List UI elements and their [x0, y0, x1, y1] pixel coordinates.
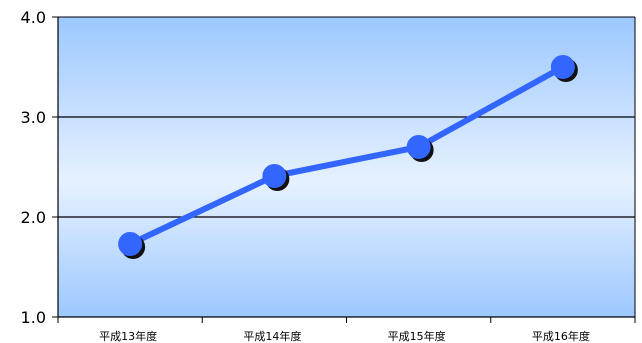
y-tick-label: 3.0 — [21, 108, 46, 127]
data-point — [118, 232, 143, 256]
series-markers — [118, 55, 578, 259]
y-tick-label: 4.0 — [21, 8, 46, 27]
y-tick-labels: 1.0 2.0 3.0 4.0 — [21, 8, 46, 327]
gridlines — [52, 16, 635, 318]
series-line-path — [127, 64, 566, 247]
x-tick-label: 平成14年度 — [243, 329, 301, 343]
x-tick-label: 平成16年度 — [532, 329, 590, 343]
plot-area — [58, 17, 635, 317]
x-tick-labels: 平成13年度 平成14年度 平成15年度 平成16年度 — [99, 329, 590, 343]
data-point — [262, 164, 287, 188]
y-tick-label: 2.0 — [21, 208, 46, 227]
axes — [57, 16, 636, 323]
y-tick-label: 1.0 — [21, 308, 46, 327]
x-tick-label: 平成13年度 — [99, 329, 157, 343]
x-tick-label: 平成15年度 — [388, 329, 446, 343]
series-line — [127, 64, 566, 247]
data-point — [406, 135, 431, 159]
data-point — [550, 55, 575, 79]
